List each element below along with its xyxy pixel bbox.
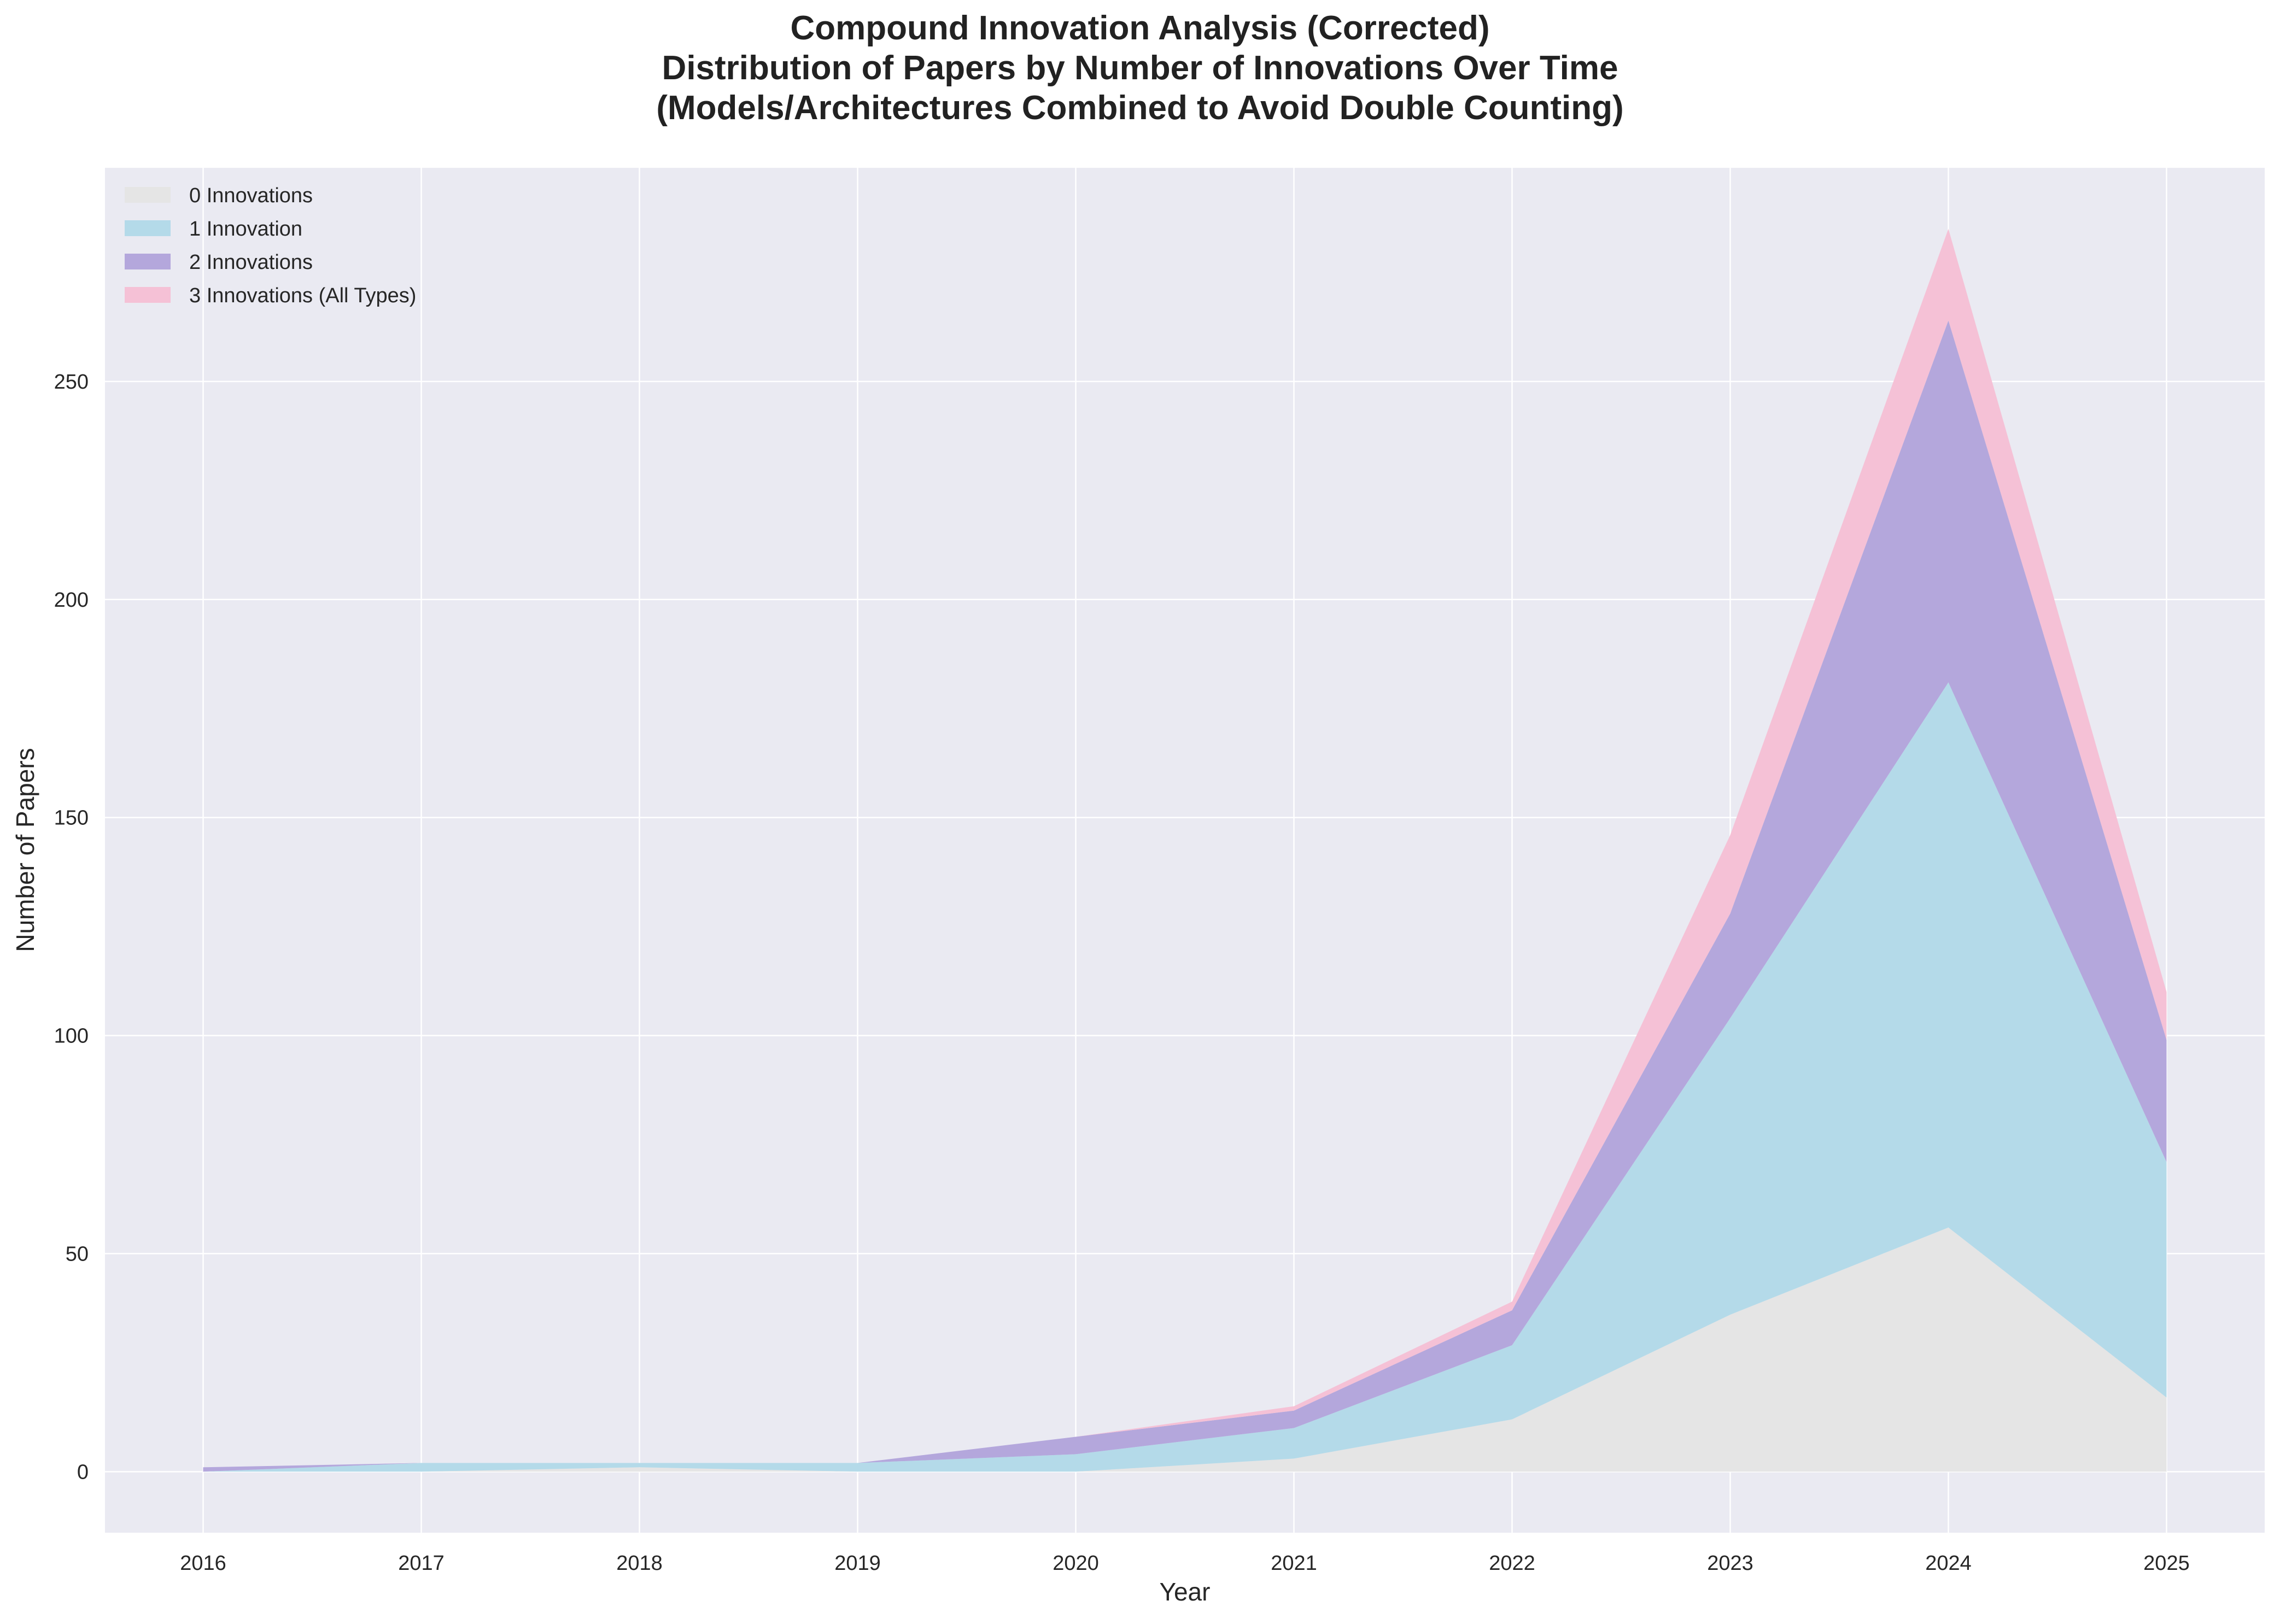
series-area-2 [203, 320, 2167, 1472]
series-area-3 [203, 228, 2167, 1468]
x-axis-label: Year [1160, 1578, 1211, 1606]
y-tick-label: 50 [66, 1242, 89, 1265]
x-tick-label: 2019 [834, 1552, 881, 1575]
y-tick-label: 200 [54, 589, 89, 612]
chart-title: Compound Innovation Analysis (Corrected)… [656, 9, 1623, 127]
series-area-1 [203, 682, 2167, 1472]
x-tick-label: 2021 [1271, 1552, 1317, 1575]
y-tick-label: 100 [54, 1025, 89, 1048]
legend-label: 0 Innovations [189, 184, 313, 207]
legend-swatch [125, 287, 171, 303]
x-tick-label: 2020 [1053, 1552, 1099, 1575]
series-area-0 [203, 1227, 2167, 1472]
x-tick-label: 2024 [1925, 1552, 1972, 1575]
legend-swatch [125, 254, 171, 269]
legend-label: 2 Innovations [189, 251, 313, 274]
y-tick-label: 0 [77, 1461, 89, 1484]
legend-swatch [125, 187, 171, 203]
legend-label: 3 Innovations (All Types) [189, 284, 416, 307]
legend: 0 Innovations 1 Innovation 2 Innovations 3 … [125, 184, 416, 307]
x-tick-label: 2017 [398, 1552, 445, 1575]
series-areas [203, 228, 2167, 1472]
y-tick-label: 250 [54, 371, 89, 394]
x-tick-label: 2022 [1489, 1552, 1535, 1575]
chart-title-line-3: (Models/Architectures Combined to Avoid … [656, 89, 1623, 127]
legend-swatch [125, 220, 171, 236]
x-tick-label: 2023 [1707, 1552, 1753, 1575]
x-axis-ticks: 2016 2017 2018 2019 2020 2021 2022 2023 2024 2025 [180, 1552, 2189, 1575]
chart-title-line-2: Distribution of Papers by Number of Inno… [662, 49, 1618, 87]
y-tick-label: 150 [54, 807, 89, 830]
x-tick-label: 2018 [616, 1552, 663, 1575]
chart-title-line-1: Compound Innovation Analysis (Corrected) [790, 9, 1489, 47]
legend-label: 1 Innovation [189, 218, 302, 241]
x-tick-label: 2025 [2143, 1552, 2190, 1575]
x-tick-label: 2016 [180, 1552, 226, 1575]
y-axis-label: Number of Papers [11, 748, 39, 952]
y-axis-ticks: 0 50 100 150 200 250 [54, 371, 89, 1484]
